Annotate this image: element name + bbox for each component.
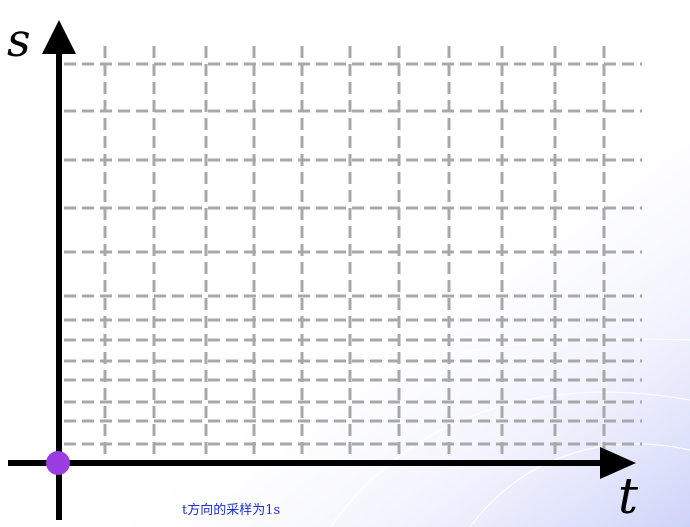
y-axis-arrowhead: [42, 20, 76, 54]
x-axis-arrowhead: [600, 447, 636, 479]
origin-marker: [46, 451, 70, 475]
x-axis-label: t: [618, 467, 639, 525]
background-arcs: [169, 338, 690, 527]
dashed-grid: [64, 46, 642, 462]
y-axis-label: s: [7, 13, 31, 67]
sampling-caption: t方向的采样为1s: [182, 503, 281, 518]
